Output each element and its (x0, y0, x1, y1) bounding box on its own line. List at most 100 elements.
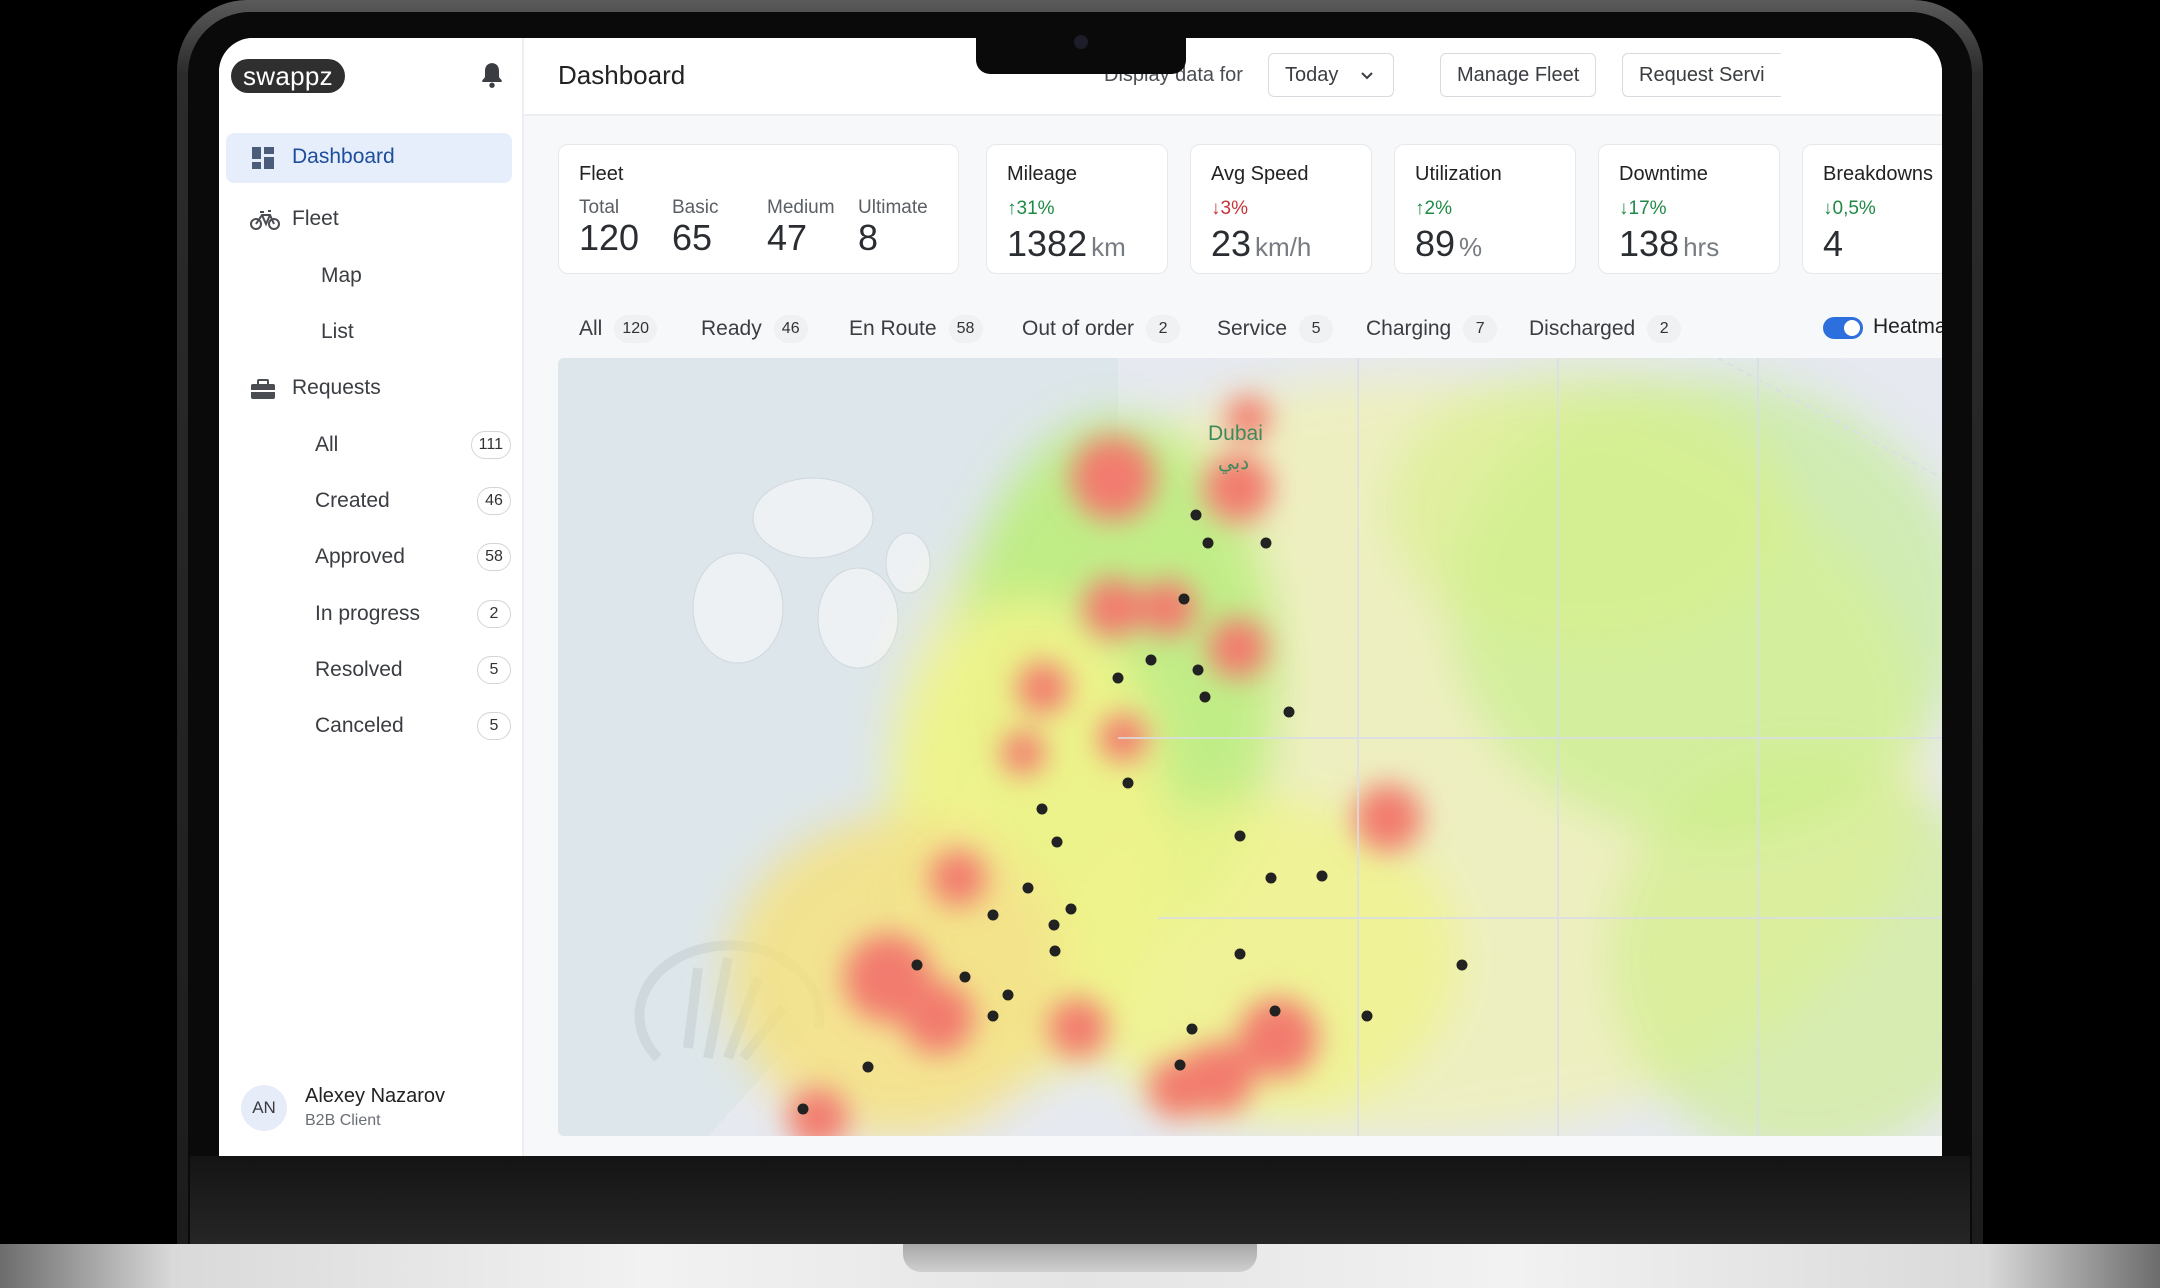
request-filter-all[interactable]: All 111 (315, 430, 511, 460)
tab-ready[interactable]: Ready 46 (701, 315, 808, 343)
stat-unit: hrs (1683, 232, 1720, 262)
stat-value: 1382 km (1007, 223, 1126, 265)
stat-number: 4 (1823, 223, 1844, 264)
count-badge: 2 (1647, 315, 1682, 343)
sidebar-item-requests[interactable]: Requests (226, 364, 512, 414)
tab-service[interactable]: Service 5 (1217, 315, 1334, 343)
world-islands (692, 477, 931, 669)
sidebar: swappz Dashboard Fleet Map List (219, 38, 524, 1158)
fleet-medium: Medium 47 (767, 197, 835, 259)
count-badge: 46 (477, 487, 511, 515)
tab-en-route[interactable]: En Route 58 (849, 315, 983, 343)
downtime-card: Downtime ↓17% 138 hrs (1598, 144, 1780, 274)
vehicle-marker (1112, 672, 1124, 684)
count-badge: 120 (614, 315, 658, 343)
count-badge: 111 (470, 431, 511, 459)
tab-discharged[interactable]: Discharged 2 (1529, 315, 1682, 343)
briefcase-icon (251, 379, 275, 399)
bell-icon[interactable] (479, 61, 505, 89)
map-canvas[interactable] (558, 358, 1942, 1136)
fleet-stat-label: Basic (672, 197, 719, 218)
manage-fleet-button[interactable]: Manage Fleet (1440, 53, 1597, 97)
road-network (1118, 358, 1942, 1136)
vehicle-marker (1174, 1059, 1186, 1071)
fleet-map[interactable]: Dubai دبي (558, 358, 1942, 1136)
card-title: Downtime (1619, 163, 1708, 185)
page-title: Dashboard (558, 60, 686, 90)
request-filter-label: Canceled (315, 714, 404, 737)
sidebar-item-fleet[interactable]: Fleet (226, 195, 512, 245)
map-city-label-arabic: دبي (1218, 452, 1250, 474)
vehicle-marker (1065, 903, 1077, 915)
request-filter-label: Approved (315, 545, 405, 568)
vehicle-marker (1316, 870, 1328, 882)
tab-charging[interactable]: Charging 7 (1366, 315, 1498, 343)
vehicle-marker (1022, 882, 1034, 894)
trend-delta: ↓17% (1619, 198, 1667, 219)
request-filter-canceled[interactable]: Canceled 5 (315, 711, 511, 741)
laptop-chin (190, 1156, 1970, 1244)
vehicle-marker (1199, 691, 1211, 703)
request-filter-resolved[interactable]: Resolved 5 (315, 655, 511, 685)
tab-all[interactable]: All 120 (579, 315, 658, 343)
request-filter-in-progress[interactable]: In progress 2 (315, 599, 511, 629)
request-filter-label: All (315, 433, 339, 456)
user-profile[interactable]: AN Alexey Nazarov B2B Client (241, 1085, 501, 1139)
stat-number: 89 (1415, 223, 1456, 264)
breakdowns-card: Breakdowns ↓0,5% 4 (1802, 144, 1942, 274)
fleet-stat-value: 120 (579, 217, 640, 258)
tab-label: Out of order (1022, 317, 1135, 340)
request-service-button[interactable]: Request Servi (1622, 53, 1781, 97)
vehicle-marker (1186, 1023, 1198, 1035)
tab-label: Ready (701, 317, 762, 340)
vehicle-marker (1036, 803, 1048, 815)
count-badge: 5 (477, 712, 511, 740)
vehicle-marker (1002, 989, 1014, 1001)
tab-out-of-order[interactable]: Out of order 2 (1022, 315, 1181, 343)
vehicle-marker (1049, 945, 1061, 957)
request-filter-approved[interactable]: Approved 58 (315, 542, 511, 572)
sidebar-item-map[interactable]: Map (321, 264, 362, 287)
vehicle-marker (1269, 1005, 1281, 1017)
tab-label: Discharged (1529, 317, 1636, 340)
card-title: Utilization (1415, 163, 1502, 185)
vehicle-marker (1190, 509, 1202, 521)
vehicle-markers[interactable] (797, 509, 1468, 1115)
fleet-stat-value: 8 (858, 217, 879, 258)
heatmap-hotspots (788, 396, 1422, 1136)
period-value: Today (1285, 64, 1339, 86)
period-select[interactable]: Today (1268, 53, 1394, 97)
fleet-stat-label: Total (579, 197, 620, 218)
app-logo[interactable]: swappz (231, 59, 345, 93)
card-title: Avg Speed (1211, 163, 1309, 185)
stat-value: 4 (1823, 223, 1843, 265)
sidebar-item-dashboard[interactable]: Dashboard (226, 133, 512, 183)
count-badge: 5 (477, 656, 511, 684)
count-badge: 2 (1146, 315, 1181, 343)
count-badge: 58 (948, 315, 983, 343)
fleet-card: Fleet Total 120 Basic 65 Medium 47 Ultim… (558, 144, 959, 274)
count-badge: 5 (1299, 315, 1334, 343)
heatmap-toggle[interactable] (1823, 317, 1863, 339)
vehicle-marker (1048, 919, 1060, 931)
stat-number: 23 (1211, 223, 1252, 264)
vehicle-marker (797, 1103, 809, 1115)
stat-value: 89% (1415, 223, 1482, 265)
vehicle-marker (1265, 872, 1277, 884)
vehicle-marker (987, 909, 999, 921)
avg-speed-card: Avg Speed ↓3% 23 km/h (1190, 144, 1372, 274)
dashboard-icon (252, 147, 274, 169)
vehicle-marker (1234, 948, 1246, 960)
stat-value: 138 hrs (1619, 223, 1719, 265)
camera-icon (1074, 35, 1088, 49)
sidebar-item-list[interactable]: List (321, 320, 354, 343)
count-badge: 2 (477, 600, 511, 628)
utilization-card: Utilization ↑2% 89% (1394, 144, 1576, 274)
fleet-stat-value: 47 (767, 217, 808, 258)
vehicle-marker (1202, 537, 1214, 549)
request-filter-created[interactable]: Created 46 (315, 486, 511, 516)
sidebar-item-label: Requests (292, 376, 381, 399)
user-name: Alexey Nazarov (305, 1085, 446, 1107)
sidebar-item-label: Dashboard (292, 145, 395, 168)
vehicle-marker (862, 1061, 874, 1073)
